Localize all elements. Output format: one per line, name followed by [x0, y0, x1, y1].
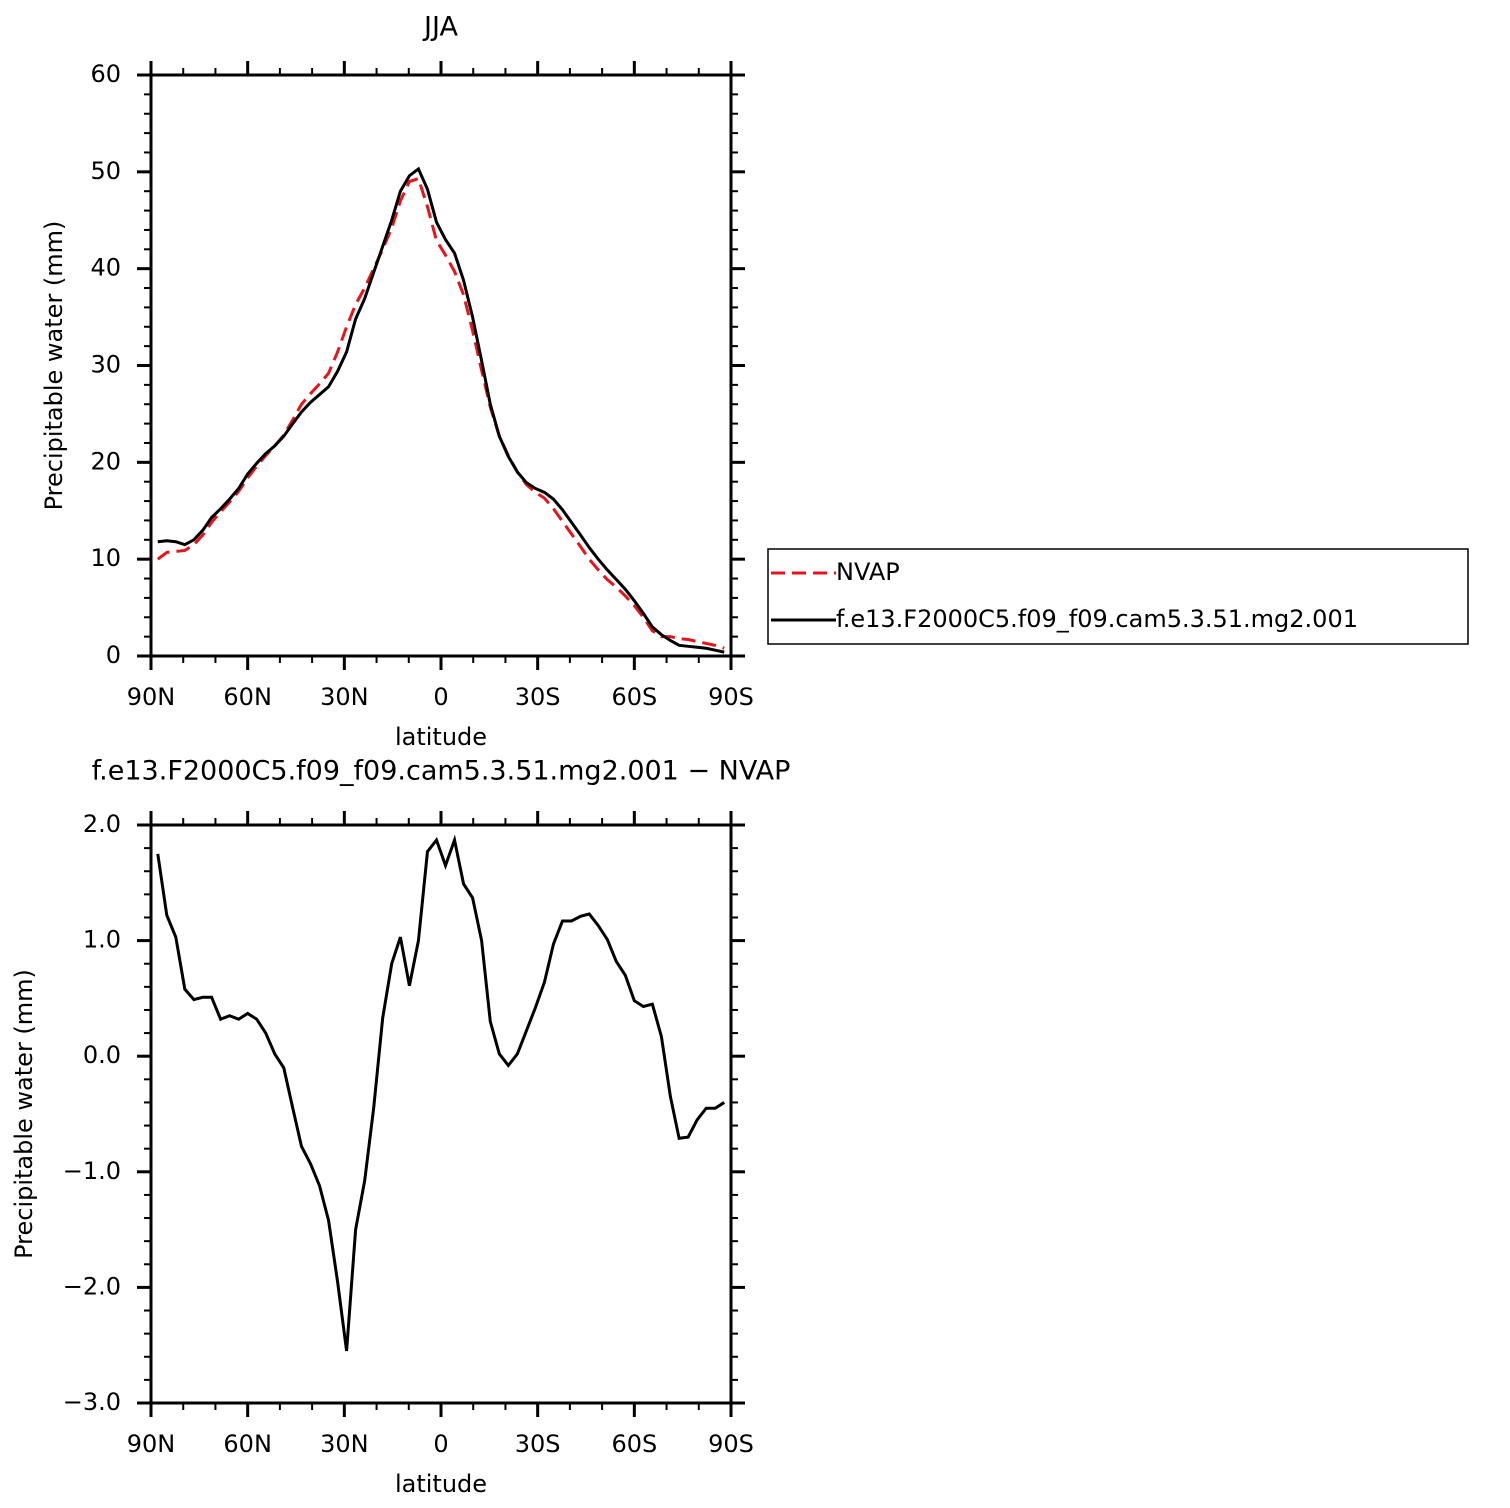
y-tick-label: −2.0: [63, 1272, 121, 1300]
y-tick-label: 10: [90, 544, 121, 572]
y-tick-label: 0: [106, 641, 121, 669]
legend-box: [767, 548, 1469, 645]
series-line: [156, 834, 726, 1352]
x-tick-label: 90N: [127, 683, 176, 711]
y-tick-label: 1.0: [83, 926, 121, 954]
y-tick-label: 2.0: [83, 810, 121, 838]
x-axis-label: latitude: [395, 1470, 487, 1498]
y-tick-label: −3.0: [63, 1388, 121, 1416]
y-tick-label: 0.0: [83, 1041, 121, 1069]
plot-frame: [149, 823, 733, 1405]
x-tick-label: 60N: [223, 1430, 272, 1458]
legend-label: f.e13.F2000C5.f09_f09.cam5.3.51.mg2.001: [836, 605, 1358, 633]
x-tick-label: 0: [433, 683, 448, 711]
x-tick-label: 30S: [515, 683, 561, 711]
x-tick-label: 30N: [320, 1430, 369, 1458]
legend-label: NVAP: [836, 558, 900, 586]
y-tick-label: 60: [90, 60, 121, 88]
y-tick-label: 30: [90, 351, 121, 379]
x-tick-label: 90S: [708, 683, 754, 711]
chart-title: f.e13.F2000C5.f09_f09.cam5.3.51.mg2.001 …: [92, 756, 791, 787]
y-tick-label: 50: [90, 157, 121, 185]
x-tick-label: 30S: [515, 1430, 561, 1458]
series-line: [157, 166, 725, 654]
plot-frame: [149, 73, 733, 658]
x-tick-label: 0: [433, 1430, 448, 1458]
y-tick-label: −1.0: [63, 1157, 121, 1185]
x-tick-label: 90N: [127, 1430, 176, 1458]
y-axis-label: Precipitable water (mm): [40, 221, 68, 511]
x-tick-label: 60N: [223, 683, 272, 711]
x-tick-label: 90S: [708, 1430, 754, 1458]
x-axis-label: latitude: [395, 723, 487, 751]
y-axis-label: Precipitable water (mm): [10, 969, 38, 1259]
series-line: [156, 176, 725, 650]
y-tick-label: 40: [90, 254, 121, 282]
x-tick-label: 60S: [611, 1430, 657, 1458]
x-tick-label: 30N: [320, 683, 369, 711]
x-tick-label: 60S: [611, 683, 657, 711]
chart-title: JJA: [422, 12, 458, 43]
y-tick-label: 20: [90, 447, 121, 475]
